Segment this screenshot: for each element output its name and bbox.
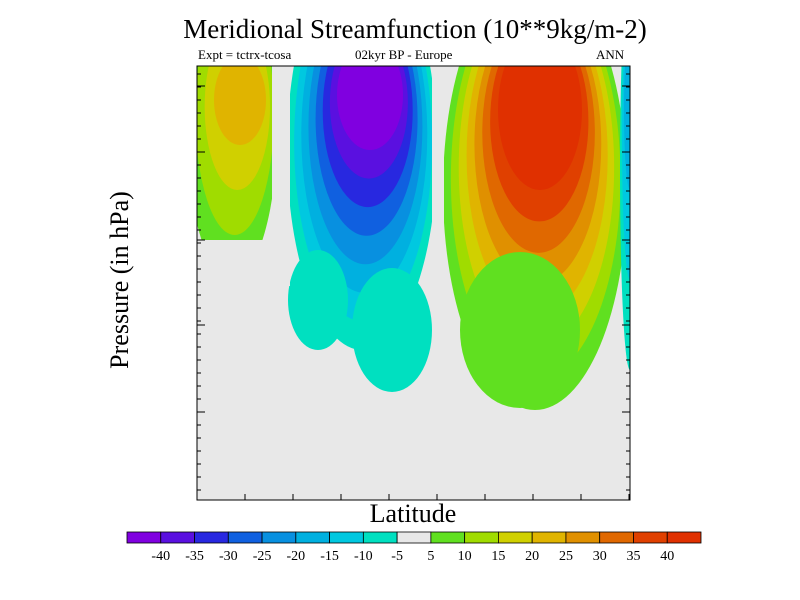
colorbar-bin (666, 531, 702, 544)
colorbar-tick-label: -30 (219, 549, 238, 564)
colorbar-tick-label: 5 (427, 549, 434, 564)
edge-negative-cell (620, 66, 630, 370)
contour-band (498, 66, 582, 190)
colorbar-tick-label: -10 (354, 549, 373, 564)
southern-positive-cell (197, 66, 278, 280)
chart-title: Meridional Streamfunction (10**9kg/m-2) (183, 14, 647, 44)
colorbar-bin (498, 531, 533, 544)
colorbar-bin (430, 531, 466, 544)
northern-positive-cell (443, 66, 627, 410)
colorbar-tick-label: -25 (253, 549, 272, 564)
contour-band (624, 66, 630, 190)
colorbar-tick-label: 15 (491, 549, 505, 564)
colorbar-tick-label: -20 (286, 549, 305, 564)
colorbar-tick-label: 30 (593, 549, 607, 564)
colorbar-bin (599, 531, 634, 544)
neutral-region (197, 240, 272, 500)
neutral-gap (432, 66, 444, 286)
tropical-negative-lower-lobe (352, 268, 432, 392)
colorbar-bin (126, 531, 162, 544)
colorbar-tick-label: -15 (320, 549, 339, 564)
contour-band (214, 66, 266, 145)
colorbar-bin (329, 531, 364, 544)
colorbar-tick-label: 25 (559, 549, 573, 564)
tropical-negative-left-lobe (288, 250, 348, 350)
colorbar-tick-label: 20 (525, 549, 539, 564)
colorbar-bin (194, 531, 229, 544)
season-label: ANN (596, 47, 625, 62)
colorbar-bin (565, 531, 601, 544)
colorbar-bin (531, 531, 567, 544)
northern-positive-lower-lobe (460, 252, 580, 408)
colorbar-tick-label: 35 (626, 549, 640, 564)
colorbar-bin (396, 531, 432, 544)
contour-band (337, 66, 403, 150)
colorbar-bin (362, 531, 398, 544)
experiment-label: Expt = tctrx-tcosa (198, 47, 292, 62)
contour-band (288, 250, 348, 350)
neutral-gap (272, 66, 290, 286)
colorbar-bin (160, 531, 195, 544)
colorbar-tick-label: -35 (185, 549, 204, 564)
contour-band (352, 268, 432, 392)
colorbar-bin (295, 531, 330, 544)
colorbar-bin (227, 531, 263, 544)
colorbar-bin (633, 531, 668, 544)
contour-band (460, 252, 580, 408)
period-region-label: 02kyr BP - Europe (355, 47, 453, 62)
colorbar-bin (261, 531, 297, 544)
colorbar-tick-label: -5 (391, 549, 403, 564)
plot-frame (196, 65, 631, 501)
colorbar-bin (464, 531, 499, 544)
colorbar-tick-label: -40 (151, 549, 170, 564)
colorbar-tick-label: 10 (458, 549, 472, 564)
x-axis-label: Latitude (369, 499, 457, 528)
colorbar-tick-label: 40 (660, 549, 674, 564)
